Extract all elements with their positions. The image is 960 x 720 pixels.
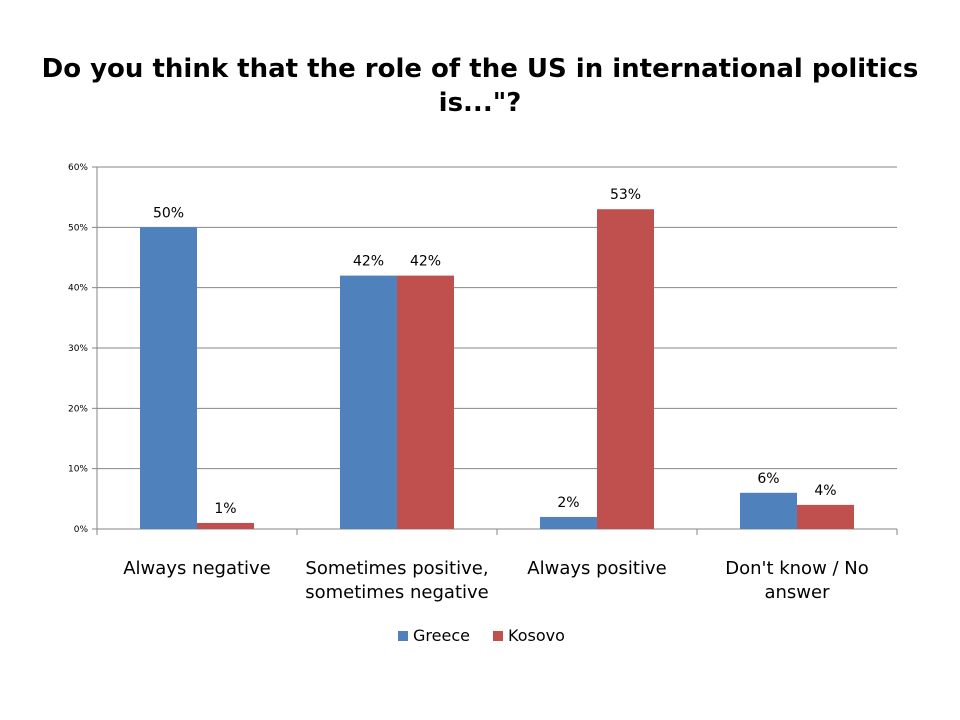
x-category-label: Always positive [527, 558, 666, 579]
y-axis: 0% 10% 20% 30% 40% 50% 60% [68, 163, 98, 535]
data-label: 1% [214, 501, 236, 517]
x-category-label: Sometimes positive, [305, 558, 488, 579]
data-label: 50% [153, 205, 184, 221]
bar-greece-3 [740, 492, 797, 529]
y-tick-label: 60% [68, 163, 88, 173]
y-tick-label: 20% [68, 404, 88, 414]
chart-title: Do you think that the role of the US in … [0, 52, 960, 120]
data-label: 42% [353, 254, 384, 270]
y-tick-label: 50% [68, 223, 88, 233]
y-tick-label: 30% [68, 344, 88, 354]
legend-label-greece: Greece [413, 626, 470, 645]
legend-swatch-greece [398, 631, 408, 641]
data-labels: 50% 1% 42% 42% 2% 53% 6% 4% [153, 187, 837, 517]
data-label: 2% [557, 495, 579, 511]
y-tick-label: 40% [68, 284, 88, 294]
x-category-label: sometimes negative [305, 582, 489, 603]
y-tick-label: 0% [74, 525, 89, 535]
bar-kosovo-0 [197, 522, 254, 529]
data-label: 53% [610, 187, 641, 203]
data-label: 4% [814, 483, 836, 499]
legend: Greece Kosovo [398, 626, 565, 645]
bar-greece-1 [340, 275, 397, 529]
chart-title-line-1: Do you think that the role of the US in … [41, 54, 919, 84]
bar-kosovo-1 [397, 275, 454, 529]
bar-kosovo-2 [597, 209, 654, 529]
data-label: 42% [410, 254, 441, 270]
bar-kosovo-3 [797, 504, 854, 529]
bar-greece-0 [140, 227, 197, 530]
chart-title-line-2: is..."? [438, 88, 522, 118]
bars [140, 209, 854, 530]
y-tick-label: 10% [68, 465, 88, 475]
data-label: 6% [757, 471, 779, 487]
x-axis [96, 528, 898, 535]
legend-swatch-kosovo [493, 631, 503, 641]
x-category-label: answer [764, 582, 830, 603]
gridlines [97, 166, 897, 470]
category-labels: Always negative Sometimes positive, someti… [123, 558, 869, 603]
bar-greece-2 [540, 516, 597, 529]
legend-label-kosovo: Kosovo [508, 626, 565, 645]
x-category-label: Always negative [123, 558, 271, 579]
x-category-label: Don't know / No [725, 558, 869, 579]
